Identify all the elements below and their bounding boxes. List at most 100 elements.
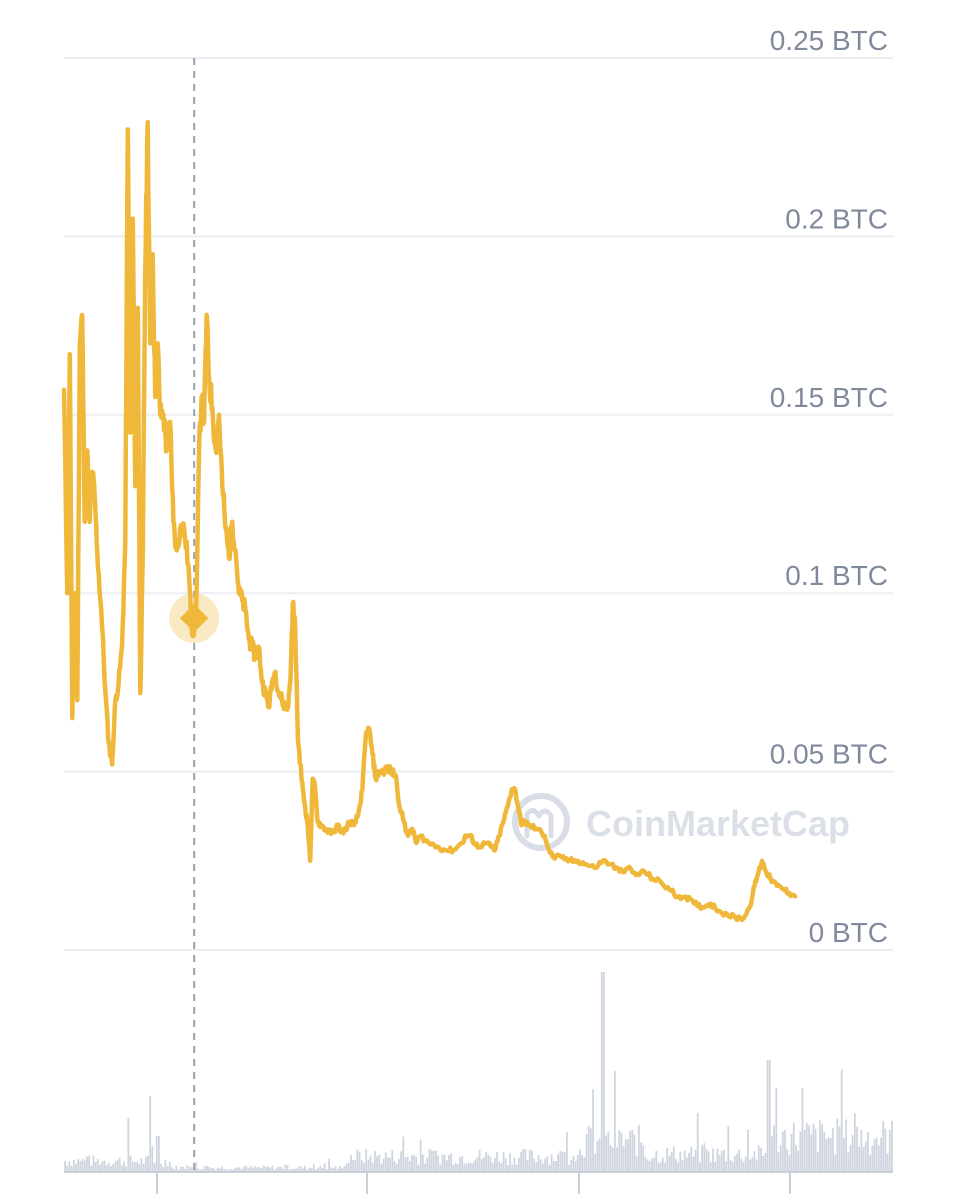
- y-tick-label: 0 BTC: [809, 917, 888, 948]
- volume-bar: [576, 1154, 579, 1172]
- volume-bar: [127, 1118, 130, 1172]
- volume-bar: [443, 1154, 446, 1172]
- volume-bar: [714, 1161, 717, 1172]
- volume-bar: [271, 1165, 274, 1172]
- volume-bar: [319, 1165, 322, 1172]
- volume-bar: [188, 1166, 191, 1172]
- volume-bar: [681, 1160, 684, 1172]
- volume-bar: [129, 1155, 132, 1172]
- volume-bar: [212, 1167, 215, 1172]
- volume-bar: [546, 1156, 549, 1172]
- volume-bar: [838, 1126, 841, 1172]
- volume-bar: [880, 1137, 882, 1172]
- volume-bar: [310, 1168, 313, 1172]
- volume-bar: [356, 1149, 359, 1172]
- volume-bar: [334, 1166, 337, 1172]
- volume-bar: [441, 1154, 444, 1172]
- volume-bar: [779, 1145, 782, 1172]
- volume-bar: [467, 1162, 470, 1172]
- volume-bar: [792, 1122, 795, 1172]
- volume-bar: [522, 1148, 525, 1172]
- volume-bar: [472, 1163, 474, 1172]
- volume-bar: [888, 1129, 891, 1172]
- volume-bar: [448, 1154, 450, 1172]
- volume-bar: [718, 1154, 721, 1172]
- volume-bar: [655, 1150, 658, 1172]
- volume-bar: [336, 1168, 339, 1172]
- volume-bar: [234, 1167, 237, 1172]
- hover-marker[interactable]: [169, 593, 220, 644]
- volume-bar: [367, 1159, 370, 1172]
- volume-bar: [66, 1165, 69, 1172]
- volume-bar: [668, 1156, 671, 1172]
- volume-bar: [570, 1160, 573, 1172]
- volume-bar: [404, 1157, 407, 1172]
- volume-bar: [565, 1132, 568, 1172]
- volume-bar: [312, 1164, 315, 1172]
- volume-bar: [766, 1060, 769, 1172]
- volume-bar: [151, 1146, 154, 1172]
- volume-bar: [391, 1150, 394, 1172]
- volume-bar: [236, 1167, 239, 1172]
- coinmarketcap-logo-icon: [512, 793, 570, 851]
- volume-bar: [138, 1163, 141, 1172]
- volume-bar: [125, 1166, 128, 1172]
- volume-bar: [740, 1158, 743, 1172]
- volume-bar: [426, 1157, 429, 1172]
- volume-bar: [68, 1161, 71, 1172]
- volume-bar: [620, 1132, 623, 1172]
- volume-bar: [330, 1167, 333, 1172]
- volume-bar: [509, 1152, 512, 1172]
- volume-bar: [413, 1155, 416, 1172]
- volume-bar: [384, 1152, 387, 1172]
- volume-bar: [528, 1149, 531, 1172]
- volume-bars: [64, 972, 893, 1172]
- volume-bar: [533, 1158, 536, 1172]
- volume-bar: [136, 1161, 138, 1172]
- volume-bar: [814, 1128, 817, 1172]
- volume-bar: [559, 1150, 562, 1172]
- volume-bar: [712, 1148, 714, 1172]
- volume-bar: [616, 1147, 618, 1172]
- volume-bar: [491, 1163, 494, 1172]
- volume-bar: [203, 1166, 206, 1172]
- volume-bar: [103, 1160, 106, 1172]
- volume-bar: [489, 1157, 492, 1172]
- volume-bar: [269, 1167, 272, 1172]
- volume-bar: [240, 1169, 243, 1172]
- volume-bar: [393, 1160, 396, 1172]
- marker-point[interactable]: [180, 604, 209, 633]
- volume-bar: [99, 1164, 101, 1172]
- volume-bar: [690, 1146, 693, 1172]
- volume-bar: [282, 1169, 285, 1172]
- volume-bar: [157, 1136, 160, 1172]
- x-axis-ticks: [156, 1172, 791, 1194]
- volume-bar: [88, 1155, 90, 1172]
- volume-bar: [882, 1120, 885, 1172]
- volume-bar: [417, 1164, 420, 1172]
- volume-bar: [500, 1163, 503, 1172]
- volume-bar: [555, 1160, 557, 1172]
- volume-bar: [293, 1168, 296, 1172]
- volume-bar: [701, 1145, 704, 1172]
- volume-bar: [703, 1143, 706, 1172]
- volume-bar: [273, 1169, 276, 1172]
- volume-bar: [777, 1152, 780, 1172]
- volume-bar: [526, 1159, 529, 1172]
- volume-bar: [238, 1167, 241, 1172]
- volume-bar: [827, 1137, 830, 1172]
- volume-bar: [328, 1158, 330, 1172]
- volume-bar: [435, 1150, 437, 1172]
- volume-bar: [286, 1165, 289, 1172]
- volume-bar: [134, 1161, 136, 1172]
- volume-bar: [387, 1157, 389, 1172]
- volume-bar: [744, 1156, 747, 1172]
- volume-bar: [493, 1157, 496, 1172]
- y-tick-label: 0.05 BTC: [770, 739, 888, 770]
- volume-bar: [75, 1163, 77, 1172]
- volume-bar: [264, 1166, 267, 1172]
- volume-bar: [646, 1159, 649, 1172]
- volume-bar: [886, 1153, 889, 1172]
- volume-bar: [480, 1158, 483, 1172]
